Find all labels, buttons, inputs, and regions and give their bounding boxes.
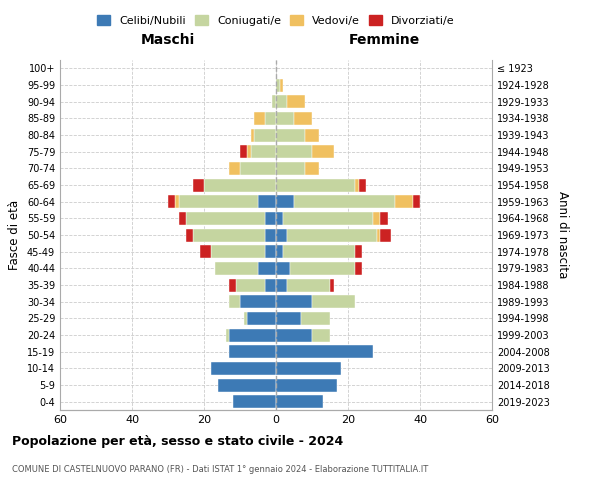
Bar [229, 328, 276, 342]
Bar [395, 195, 413, 208]
Bar [265, 212, 276, 225]
Bar [179, 195, 258, 208]
Bar [265, 278, 276, 291]
Bar [247, 312, 276, 325]
Bar [265, 228, 276, 241]
Bar [301, 312, 330, 325]
Bar [186, 228, 193, 241]
Y-axis label: Anni di nascita: Anni di nascita [556, 192, 569, 278]
Bar [312, 328, 330, 342]
Bar [244, 312, 247, 325]
Bar [254, 112, 265, 125]
Bar [276, 245, 283, 258]
Bar [193, 228, 265, 241]
Bar [258, 262, 276, 275]
Bar [276, 262, 290, 275]
Bar [236, 278, 265, 291]
Bar [211, 362, 276, 375]
Bar [305, 162, 319, 175]
Bar [276, 95, 287, 108]
Bar [276, 162, 305, 175]
Bar [229, 295, 240, 308]
Bar [229, 345, 276, 358]
Bar [287, 228, 377, 241]
Bar [276, 145, 312, 158]
Bar [276, 362, 341, 375]
Bar [355, 245, 362, 258]
Bar [283, 245, 355, 258]
Bar [413, 195, 420, 208]
Bar [276, 178, 355, 192]
Bar [287, 278, 330, 291]
Bar [276, 228, 287, 241]
Bar [355, 178, 359, 192]
Bar [179, 212, 186, 225]
Bar [229, 162, 240, 175]
Bar [276, 78, 280, 92]
Bar [283, 212, 373, 225]
Bar [218, 378, 276, 392]
Bar [305, 128, 319, 141]
Bar [276, 295, 312, 308]
Bar [312, 145, 334, 158]
Bar [287, 95, 305, 108]
Bar [312, 295, 355, 308]
Bar [330, 278, 334, 291]
Bar [276, 395, 323, 408]
Bar [175, 195, 179, 208]
Bar [377, 228, 380, 241]
Bar [276, 195, 294, 208]
Bar [294, 195, 395, 208]
Bar [229, 278, 236, 291]
Bar [380, 212, 388, 225]
Bar [276, 345, 373, 358]
Text: Maschi: Maschi [141, 32, 195, 46]
Bar [290, 262, 355, 275]
Bar [211, 245, 265, 258]
Bar [186, 212, 265, 225]
Bar [276, 312, 301, 325]
Bar [251, 145, 276, 158]
Bar [276, 128, 305, 141]
Bar [276, 212, 283, 225]
Bar [251, 128, 254, 141]
Bar [193, 178, 204, 192]
Bar [272, 95, 276, 108]
Legend: Celibi/Nubili, Coniugati/e, Vedovi/e, Divorziati/e: Celibi/Nubili, Coniugati/e, Vedovi/e, Di… [93, 10, 459, 30]
Bar [254, 128, 276, 141]
Bar [373, 212, 380, 225]
Bar [240, 145, 247, 158]
Bar [355, 262, 362, 275]
Bar [204, 178, 276, 192]
Bar [226, 328, 229, 342]
Bar [258, 195, 276, 208]
Bar [215, 262, 258, 275]
Text: Popolazione per età, sesso e stato civile - 2024: Popolazione per età, sesso e stato civil… [12, 435, 343, 448]
Bar [276, 278, 287, 291]
Bar [359, 178, 366, 192]
Bar [240, 162, 276, 175]
Bar [200, 245, 211, 258]
Bar [233, 395, 276, 408]
Bar [265, 245, 276, 258]
Bar [240, 295, 276, 308]
Bar [380, 228, 391, 241]
Y-axis label: Fasce di età: Fasce di età [8, 200, 21, 270]
Bar [280, 78, 283, 92]
Bar [294, 112, 312, 125]
Bar [276, 112, 294, 125]
Text: Femmine: Femmine [349, 32, 419, 46]
Bar [276, 378, 337, 392]
Text: COMUNE DI CASTELNUOVO PARANO (FR) - Dati ISTAT 1° gennaio 2024 - Elaborazione TU: COMUNE DI CASTELNUOVO PARANO (FR) - Dati… [12, 465, 428, 474]
Bar [276, 328, 312, 342]
Bar [168, 195, 175, 208]
Bar [265, 112, 276, 125]
Bar [247, 145, 251, 158]
